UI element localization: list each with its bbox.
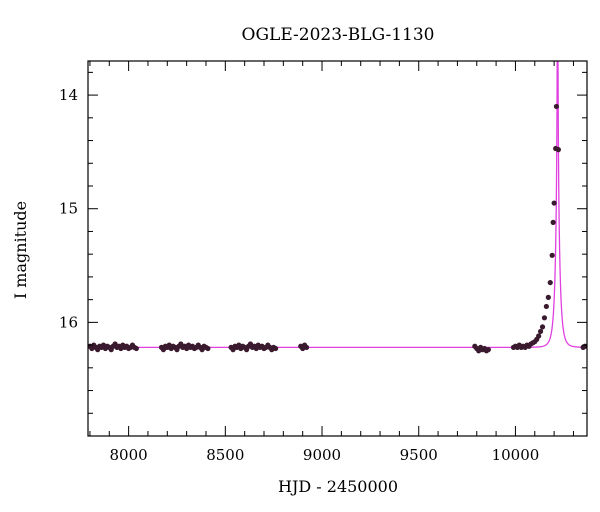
data-point <box>541 315 548 321</box>
y-tick-label: 15 <box>59 200 78 218</box>
data-point <box>303 344 310 350</box>
chart-title: OGLE-2023-BLG-1130 <box>242 25 435 45</box>
data-point <box>555 147 561 153</box>
data-point <box>539 324 546 330</box>
y-tick-label: 14 <box>59 86 78 104</box>
data-point <box>273 345 279 352</box>
data-point <box>550 219 556 225</box>
y-tick-label: 16 <box>59 313 78 331</box>
data-point <box>547 279 553 286</box>
x-tick-label: 10000 <box>492 446 540 464</box>
data-point <box>545 294 551 300</box>
model-curve-layer <box>88 61 587 349</box>
x-tick-label: 8500 <box>206 446 244 464</box>
x-axis-label: HJD - 2450000 <box>278 477 398 496</box>
data-points-layer <box>88 103 587 354</box>
model-curve <box>88 61 587 349</box>
data-point <box>551 200 557 206</box>
data-point <box>133 345 139 352</box>
x-tick-label: 8000 <box>110 446 148 464</box>
data-point <box>543 303 549 310</box>
data-point <box>485 347 491 353</box>
y-axis-label: I magnitude <box>11 201 30 299</box>
x-tick-label: 9000 <box>303 446 341 464</box>
data-point <box>549 252 555 258</box>
x-tick-label: 9500 <box>400 446 438 464</box>
data-point <box>553 103 560 110</box>
plot-frame <box>87 60 588 437</box>
data-point <box>205 345 211 352</box>
data-point <box>537 328 544 335</box>
axis-ticks-layer: 8000 8500 9000 9500 10000 14 15 16 <box>59 61 587 464</box>
data-point <box>536 333 542 339</box>
